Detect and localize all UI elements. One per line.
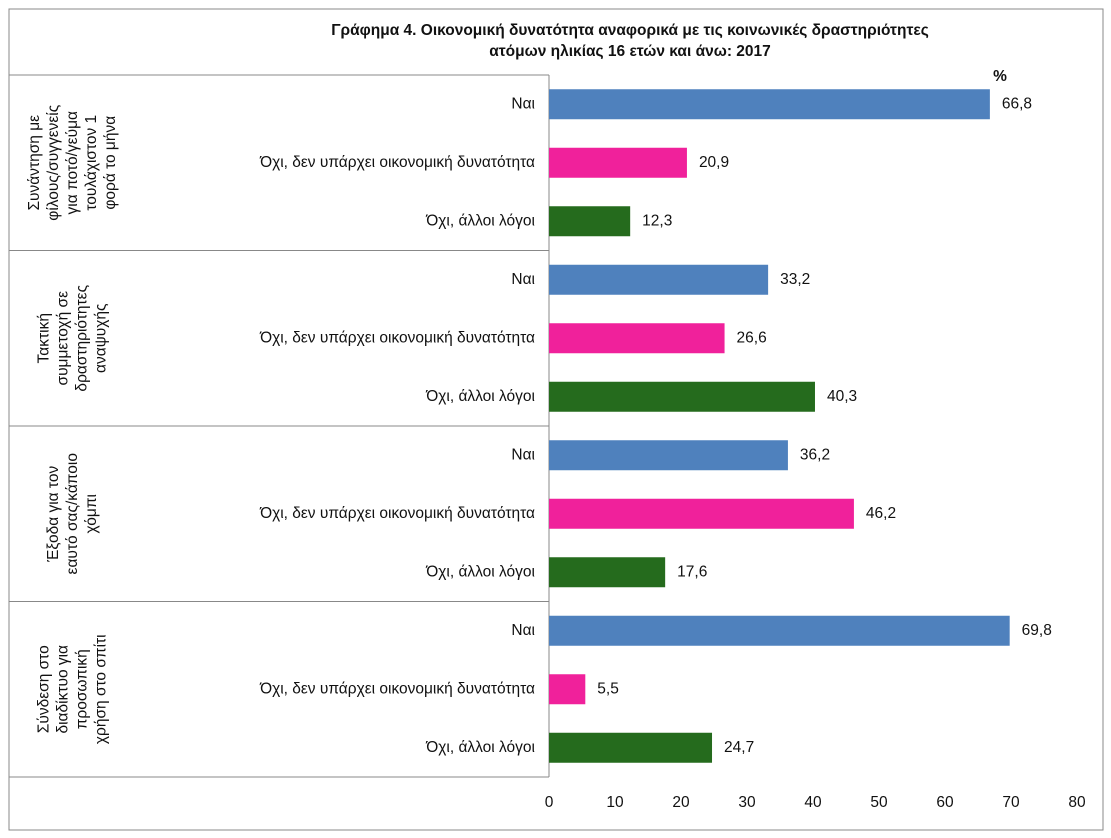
series-label: Ναι bbox=[511, 271, 535, 288]
series-label: Όχι, άλλοι λόγοι bbox=[425, 212, 535, 229]
group-label-line: φίλους/συγγενείς bbox=[45, 105, 62, 221]
value-label: 12,3 bbox=[642, 212, 672, 229]
bar bbox=[549, 323, 725, 354]
bar bbox=[549, 732, 713, 763]
group-label-line: προσωπική bbox=[74, 649, 91, 729]
series-label: Όχι, άλλοι λόγοι bbox=[425, 739, 535, 756]
value-label: 5,5 bbox=[597, 680, 619, 697]
group-label-line: διαδίκτυο για bbox=[55, 645, 72, 734]
x-tick-label: 10 bbox=[606, 794, 624, 811]
group-label-line: τουλάχιστον 1 bbox=[83, 115, 100, 211]
bar bbox=[549, 498, 854, 529]
value-label: 46,2 bbox=[866, 505, 896, 522]
bar bbox=[549, 206, 631, 237]
series-label: Ναι bbox=[511, 446, 535, 463]
group-label-line: για ποτό/γεύμα bbox=[64, 111, 81, 214]
bar bbox=[549, 381, 815, 412]
group-label-line: Σύνδεση στο bbox=[36, 645, 53, 733]
series-label: Όχι, δεν υπάρχει οικονομική δυνατότητα bbox=[259, 505, 535, 522]
x-tick-label: 60 bbox=[936, 794, 954, 811]
x-tick-label: 50 bbox=[870, 794, 888, 811]
group-label: Σύνδεση στο διαδίκτυο για προσωπική χρήση σ… bbox=[36, 634, 110, 744]
series-label: Ναι bbox=[511, 95, 535, 112]
group-label-line: Συνάντηση με bbox=[26, 115, 43, 211]
group-label-line: χόμπι bbox=[83, 494, 100, 533]
x-tick-label: 70 bbox=[1002, 794, 1020, 811]
group-label: Συνάντηση με φίλους/συγγενείς για ποτό/γεύ… bbox=[26, 105, 119, 221]
group-label: Τακτική συμμετοχή σε δραστηριότητες αναψυχή… bbox=[36, 285, 110, 392]
x-tick-label: 80 bbox=[1068, 794, 1086, 811]
x-tick-label: 20 bbox=[672, 794, 690, 811]
series-label: Όχι, άλλοι λόγοι bbox=[425, 563, 535, 580]
value-label: 36,2 bbox=[800, 446, 830, 463]
group-label-line: εαυτό σας/κάποιο bbox=[64, 453, 81, 574]
unit-label: % bbox=[993, 68, 1007, 85]
value-label: 40,3 bbox=[827, 388, 857, 405]
series-label: Όχι, δεν υπάρχει οικονομική δυνατότητα bbox=[259, 329, 535, 346]
chart-frame bbox=[8, 8, 1104, 831]
bar bbox=[549, 557, 666, 588]
value-label: 26,6 bbox=[737, 329, 767, 346]
x-tick-label: 40 bbox=[804, 794, 822, 811]
group-label-line: Τακτική bbox=[36, 313, 53, 363]
x-tick-label: 0 bbox=[545, 794, 554, 811]
chart-title: ατόμων ηλικίας 16 ετών και άνω: 2017 bbox=[489, 43, 771, 60]
group-label-line: δραστηριότητες bbox=[74, 285, 91, 392]
group-label: Έξοδα για τον εαυτό σας/κάποιο χόμπι bbox=[45, 453, 100, 574]
chart-title: Γράφημα 4. Οικονομική δυνατότητα αναφορι… bbox=[331, 22, 929, 39]
bar bbox=[549, 674, 586, 705]
group-label-line: συμμετοχή σε bbox=[55, 291, 72, 386]
bar bbox=[549, 615, 1010, 646]
series-label: Όχι, δεν υπάρχει οικονομική δυνατότητα bbox=[259, 154, 535, 171]
group-label-line: φορά το μήνα bbox=[102, 116, 119, 210]
group-label-line: Έξοδα για τον bbox=[45, 466, 62, 563]
value-label: 20,9 bbox=[699, 154, 729, 171]
bar bbox=[549, 147, 687, 178]
series-label: Όχι, δεν υπάρχει οικονομική δυνατότητα bbox=[259, 680, 535, 697]
group-label-line: αναψυχής bbox=[93, 304, 110, 373]
series-label: Όχι, άλλοι λόγοι bbox=[425, 388, 535, 405]
bar bbox=[549, 264, 769, 295]
x-tick-label: 30 bbox=[738, 794, 756, 811]
bar bbox=[549, 440, 788, 471]
value-label: 69,8 bbox=[1022, 622, 1052, 639]
value-label: 24,7 bbox=[724, 739, 754, 756]
series-label: Ναι bbox=[511, 622, 535, 639]
value-label: 33,2 bbox=[780, 271, 810, 288]
bar bbox=[549, 89, 990, 120]
value-label: 17,6 bbox=[677, 563, 707, 580]
group-label-line: χρήση στο σπίτι bbox=[93, 634, 110, 744]
value-label: 66,8 bbox=[1002, 95, 1032, 112]
